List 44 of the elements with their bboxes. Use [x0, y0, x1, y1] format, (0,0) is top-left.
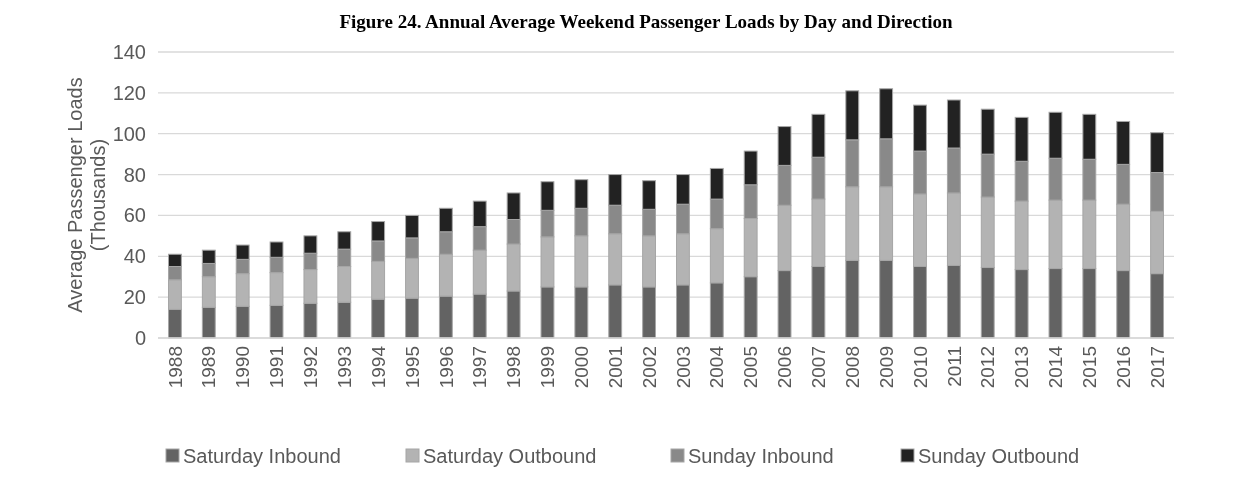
x-tick-label: 1995	[401, 346, 423, 389]
x-tick-label: 2008	[841, 346, 863, 389]
x-tick-label: 2013	[1011, 346, 1033, 389]
y-tick-label: 120	[112, 81, 146, 104]
x-tick-label: 2017	[1146, 346, 1168, 389]
y-tick-label: 20	[123, 286, 146, 309]
x-tick-label: 2010	[909, 346, 931, 389]
chart-title: Figure 24. Annual Average Weekend Passenger Loads by Day and Direction	[339, 11, 953, 32]
x-tick-label: 2003	[672, 346, 694, 389]
x-tick-label: 2005	[740, 346, 762, 389]
x-tick-label: 1999	[537, 346, 559, 389]
legend-label: Saturday Outbound	[423, 445, 597, 467]
y-tick-label: 80	[123, 163, 146, 186]
y-tick-label: 40	[123, 245, 146, 268]
y-tick-label: 100	[112, 122, 146, 145]
x-tick-label: 1992	[300, 346, 322, 389]
x-tick-label: 1991	[266, 346, 288, 389]
legend-label: Sunday Outbound	[918, 445, 1080, 467]
legend-label: Sunday Inbound	[688, 445, 834, 467]
x-tick-label: 1996	[435, 346, 457, 389]
x-tick-label: 1993	[333, 346, 355, 389]
x-tick-label: 2012	[977, 346, 999, 389]
y-tick-label: 60	[123, 204, 146, 227]
x-tick-label: 1988	[164, 346, 186, 389]
x-tick-label: 1997	[469, 346, 491, 389]
x-tick-label: 1998	[503, 346, 525, 389]
x-tick-label: 1989	[198, 346, 220, 389]
x-tick-label: 2002	[638, 346, 660, 389]
x-tick-label: 2016	[1112, 346, 1134, 389]
x-tick-label: 2001	[604, 346, 626, 389]
x-tick-label: 2007	[808, 346, 830, 389]
x-tick-label: 2009	[875, 346, 897, 389]
x-tick-label: 2004	[706, 345, 728, 389]
y-axis-title: Average Passenger Loads (Thousands)	[64, 77, 109, 313]
x-tick-label: 2014	[1045, 345, 1067, 389]
y-tick-label: 0	[134, 327, 146, 349]
x-tick-label: 2006	[774, 346, 796, 389]
x-tick-label: 2011	[943, 346, 965, 387]
x-tick-label: 2000	[570, 346, 592, 389]
y-tick-label: 140	[112, 41, 146, 63]
x-tick-label: 1994	[367, 345, 389, 389]
legend-label: Saturday Inbound	[183, 445, 341, 467]
x-tick-label: 1990	[232, 346, 254, 389]
x-tick-label: 2015	[1078, 346, 1100, 389]
